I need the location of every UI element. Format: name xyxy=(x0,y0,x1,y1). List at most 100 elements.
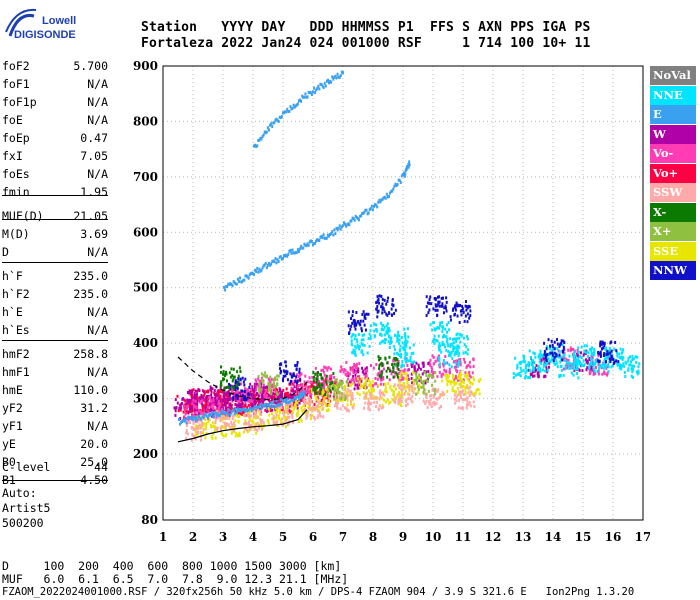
trace-dot xyxy=(303,242,306,246)
echo-dot xyxy=(429,358,432,362)
echo-dot xyxy=(398,386,401,390)
echo-dot xyxy=(403,343,406,347)
echo-dot xyxy=(403,372,406,376)
echo-dot xyxy=(375,362,378,366)
trace-dot xyxy=(320,234,323,238)
echo-dot xyxy=(381,364,384,368)
param-label: foE xyxy=(2,113,23,127)
echo-dot xyxy=(185,429,188,433)
echo-dot xyxy=(261,378,264,382)
echo-dot xyxy=(533,374,536,378)
echo-dot xyxy=(410,399,413,403)
echo-dot xyxy=(332,371,335,375)
legend-label: Vo+ xyxy=(653,165,679,180)
echo-dot xyxy=(375,307,378,311)
echo-dot xyxy=(315,380,318,384)
echo-dot xyxy=(464,387,467,391)
echo-dot xyxy=(603,370,606,374)
echo-dot xyxy=(585,351,588,355)
y-tick-label: 400 xyxy=(133,336,158,350)
trace-dot xyxy=(296,395,299,399)
echo-dot xyxy=(403,346,406,350)
echo-dot xyxy=(397,367,400,371)
echo-dot xyxy=(291,413,294,417)
param-label: B0 xyxy=(2,455,16,469)
echo-dot xyxy=(430,373,433,377)
echo-dot xyxy=(426,379,429,383)
echo-dot xyxy=(428,298,431,302)
echo-dot xyxy=(269,409,272,413)
echo-dot xyxy=(257,383,260,387)
echo-dot xyxy=(446,379,449,383)
echo-dot xyxy=(230,407,233,411)
echo-dot xyxy=(456,378,459,382)
echo-dot xyxy=(280,408,283,412)
echo-dot xyxy=(581,369,584,373)
trace-dot xyxy=(397,178,400,182)
echo-dot xyxy=(395,371,398,375)
echo-dot xyxy=(193,408,196,412)
echo-dot xyxy=(599,344,602,348)
echo-dot xyxy=(362,391,365,395)
echo-dot xyxy=(514,356,517,360)
echo-dot xyxy=(459,385,462,389)
echo-dot xyxy=(259,384,262,388)
echo-dot xyxy=(589,367,592,371)
echo-dot xyxy=(444,304,447,308)
echo-dot xyxy=(379,341,382,345)
trace-dot xyxy=(293,396,296,400)
trace-dot xyxy=(326,78,329,82)
trace-dot xyxy=(269,123,272,127)
trace-dot xyxy=(255,269,258,273)
echo-dot xyxy=(222,414,225,418)
echo-dot xyxy=(304,385,307,389)
echo-dot xyxy=(258,398,261,402)
echo-dot xyxy=(334,397,337,401)
echo-dot xyxy=(307,405,310,409)
echo-dot xyxy=(369,363,372,367)
echo-dot xyxy=(327,395,330,399)
param-row-m-d-: M(D) 3.69 xyxy=(2,227,108,245)
echo-dot xyxy=(237,374,240,378)
echo-dot xyxy=(228,403,231,407)
echo-dot xyxy=(382,382,385,386)
trace-dot xyxy=(277,120,280,124)
echo-dot xyxy=(372,384,375,388)
echo-dot xyxy=(224,434,227,438)
echo-dot xyxy=(439,393,442,397)
echo-dot xyxy=(382,405,385,409)
trace-dot xyxy=(253,272,255,276)
echo-dot xyxy=(418,379,421,383)
trace-dot xyxy=(388,194,390,198)
echo-dot xyxy=(222,377,225,381)
trace-dot xyxy=(225,411,228,415)
echo-dot xyxy=(223,391,226,395)
trace-dot xyxy=(270,122,273,126)
echo-dot xyxy=(245,397,248,401)
echo-dot xyxy=(353,380,356,384)
echo-dot xyxy=(448,367,451,371)
echo-dot xyxy=(618,362,621,366)
echo-dot xyxy=(445,377,448,381)
echo-dot xyxy=(384,341,387,345)
echo-dot xyxy=(446,342,449,346)
trace-dot xyxy=(288,400,291,404)
legend-item-ssw: SSW xyxy=(650,183,696,202)
trace-dot xyxy=(179,422,182,426)
echo-dot xyxy=(597,350,600,354)
echo-dot xyxy=(269,387,272,391)
echo-dot xyxy=(222,399,225,403)
echo-dot xyxy=(470,391,473,395)
trace-dot xyxy=(332,233,335,237)
echo-dot xyxy=(228,392,231,396)
echo-dot xyxy=(264,389,267,393)
echo-dot xyxy=(386,299,389,303)
trace-dot xyxy=(367,211,370,215)
echo-dot xyxy=(582,359,585,363)
trace-dot xyxy=(396,183,399,187)
echo-dot xyxy=(396,366,399,370)
echo-dot xyxy=(275,422,278,426)
echo-dot xyxy=(466,386,469,390)
echo-dot xyxy=(407,359,410,363)
echo-dot xyxy=(319,388,322,392)
